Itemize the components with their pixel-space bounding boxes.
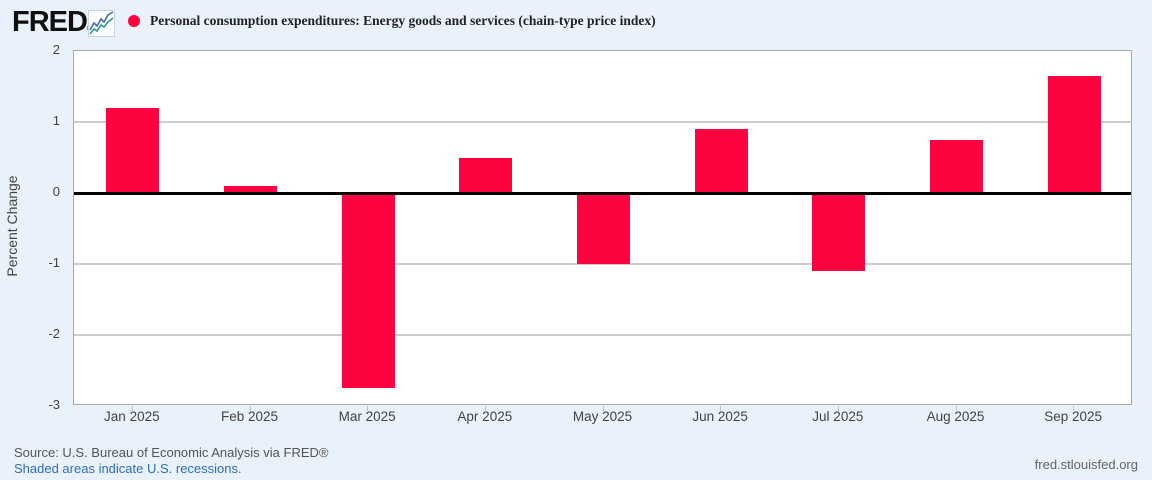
x-tick-label-mar-2025: Mar 2025 bbox=[338, 409, 396, 424]
x-tick-mar-2025 bbox=[367, 406, 369, 411]
x-tick-may-2025 bbox=[602, 406, 604, 411]
x-tick-label-sep-2025: Sep 2025 bbox=[1044, 409, 1103, 424]
fred-site-link[interactable]: fred.stlouisfed.org bbox=[1034, 457, 1138, 472]
bar-may-2025[interactable] bbox=[577, 193, 630, 264]
x-tick-jun-2025 bbox=[720, 406, 722, 411]
y-tick-label--2: -2 bbox=[48, 326, 60, 341]
series-legend: Personal consumption expenditures: Energ… bbox=[128, 13, 656, 28]
gridline-y-2 bbox=[74, 334, 1131, 336]
bar-jan-2025[interactable] bbox=[106, 107, 160, 193]
source-text: Source: U.S. Bureau of Economic Analysis… bbox=[14, 445, 329, 460]
x-tick-label-aug-2025: Aug 2025 bbox=[926, 409, 985, 424]
bar-sep-2025[interactable] bbox=[1047, 75, 1101, 193]
series-legend-label[interactable]: Personal consumption expenditures: Energ… bbox=[150, 13, 656, 28]
y-tick-label-0: 0 bbox=[52, 184, 60, 199]
bar-mar-2025[interactable] bbox=[341, 193, 395, 389]
bar-jun-2025[interactable] bbox=[694, 129, 748, 193]
y-tick-label--3: -3 bbox=[48, 397, 60, 412]
x-tick-label-feb-2025: Feb 2025 bbox=[220, 409, 279, 424]
sparkline-graphic bbox=[89, 11, 114, 35]
x-tick-label-apr-2025: Apr 2025 bbox=[457, 409, 513, 424]
x-tick-label-jan-2025: Jan 2025 bbox=[104, 409, 160, 424]
chart-footer: Source: U.S. Bureau of Economic Analysis… bbox=[0, 442, 1152, 480]
x-tick-label-may-2025: May 2025 bbox=[572, 409, 633, 424]
x-tick-jan-2025 bbox=[131, 406, 133, 411]
plot-area bbox=[73, 50, 1132, 405]
gridline-y-1 bbox=[74, 263, 1131, 265]
chart-header: FRED® Personal consumption expenditures:… bbox=[0, 0, 1152, 44]
x-tick-apr-2025 bbox=[484, 406, 486, 411]
zero-baseline bbox=[74, 191, 1131, 195]
x-tick-aug-2025 bbox=[955, 406, 957, 411]
y-tick-label-2: 2 bbox=[52, 42, 60, 57]
bar-jul-2025[interactable] bbox=[812, 193, 866, 272]
sparkline-chart-icon[interactable] bbox=[88, 10, 115, 37]
chart-region: Percent Change 2 1 0 -1 -2 -3 Jan 2025 Feb 2025… bbox=[4, 42, 1132, 424]
x-tick-label-jul-2025: Jul 2025 bbox=[812, 409, 864, 424]
x-tick-sep-2025 bbox=[1073, 406, 1075, 411]
recession-note-link[interactable]: Shaded areas indicate U.S. recessions. bbox=[14, 461, 242, 476]
x-tick-jul-2025 bbox=[837, 406, 839, 411]
y-tick-label--1: -1 bbox=[48, 255, 60, 270]
bar-feb-2025[interactable] bbox=[224, 185, 277, 193]
fred-logo-text: FRED bbox=[12, 6, 88, 38]
y-tick-label-1: 1 bbox=[52, 113, 60, 128]
x-tick-feb-2025 bbox=[249, 406, 251, 411]
gridline-y1 bbox=[74, 121, 1131, 123]
bar-apr-2025[interactable] bbox=[459, 157, 513, 193]
series-legend-dot bbox=[128, 15, 140, 27]
bar-aug-2025[interactable] bbox=[930, 139, 983, 193]
x-tick-label-jun-2025: Jun 2025 bbox=[692, 409, 748, 424]
